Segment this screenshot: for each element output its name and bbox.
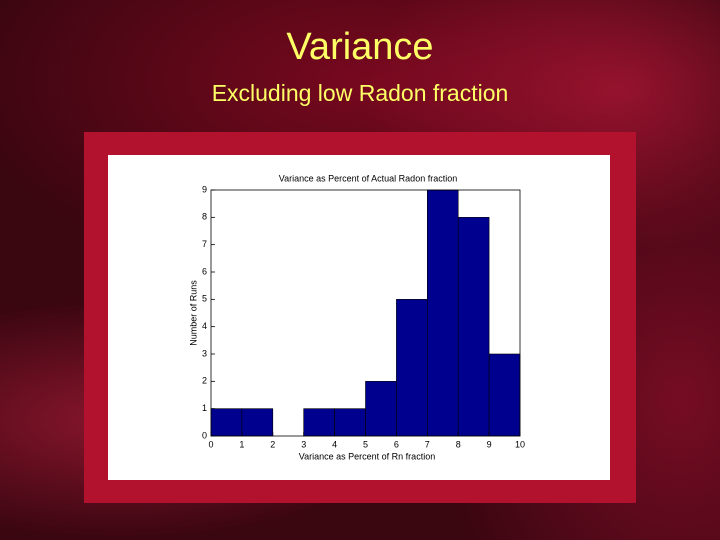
bar: [396, 299, 428, 437]
bar: [210, 408, 243, 437]
x-tick-label: 2: [270, 439, 275, 449]
x-tick-label: 6: [394, 439, 399, 449]
y-axis-label: Number of Runs: [188, 280, 198, 346]
bar: [303, 408, 335, 437]
x-tick-label: 9: [487, 439, 492, 449]
chart-title: Variance as Percent of Actual Radon frac…: [279, 173, 457, 183]
x-tick-label: 4: [332, 439, 337, 449]
y-tick-label: 4: [202, 321, 207, 331]
x-tick-label: 7: [425, 439, 430, 449]
y-tick-label: 8: [202, 212, 207, 222]
y-tick-label: 0: [202, 430, 207, 440]
y-tick-label: 1: [202, 403, 207, 413]
bar: [488, 353, 521, 437]
y-tick-label: 7: [202, 239, 207, 249]
chart: Variance as Percent of Actual Radon frac…: [108, 155, 610, 480]
bar: [365, 381, 397, 437]
x-tick-label: 5: [363, 439, 368, 449]
bar: [426, 189, 459, 437]
bar: [457, 217, 490, 437]
x-axis-label: Variance as Percent of Rn fraction: [299, 451, 435, 461]
y-tick-label: 9: [202, 184, 207, 194]
y-tick-label: 6: [202, 266, 207, 276]
y-tick-label: 3: [202, 348, 207, 358]
bar: [334, 408, 366, 437]
x-tick-label: 3: [301, 439, 306, 449]
slide-subtitle: Excluding low Radon fraction: [211, 80, 509, 106]
slide-title: Variance: [286, 26, 434, 68]
x-tick-label: 0: [208, 439, 213, 449]
y-tick-label: 5: [202, 294, 207, 304]
x-tick-label: 8: [456, 439, 461, 449]
x-tick-label: 1: [239, 439, 244, 449]
bar: [241, 408, 274, 437]
y-tick-label: 2: [202, 376, 207, 386]
x-tick-label: 10: [515, 439, 525, 449]
